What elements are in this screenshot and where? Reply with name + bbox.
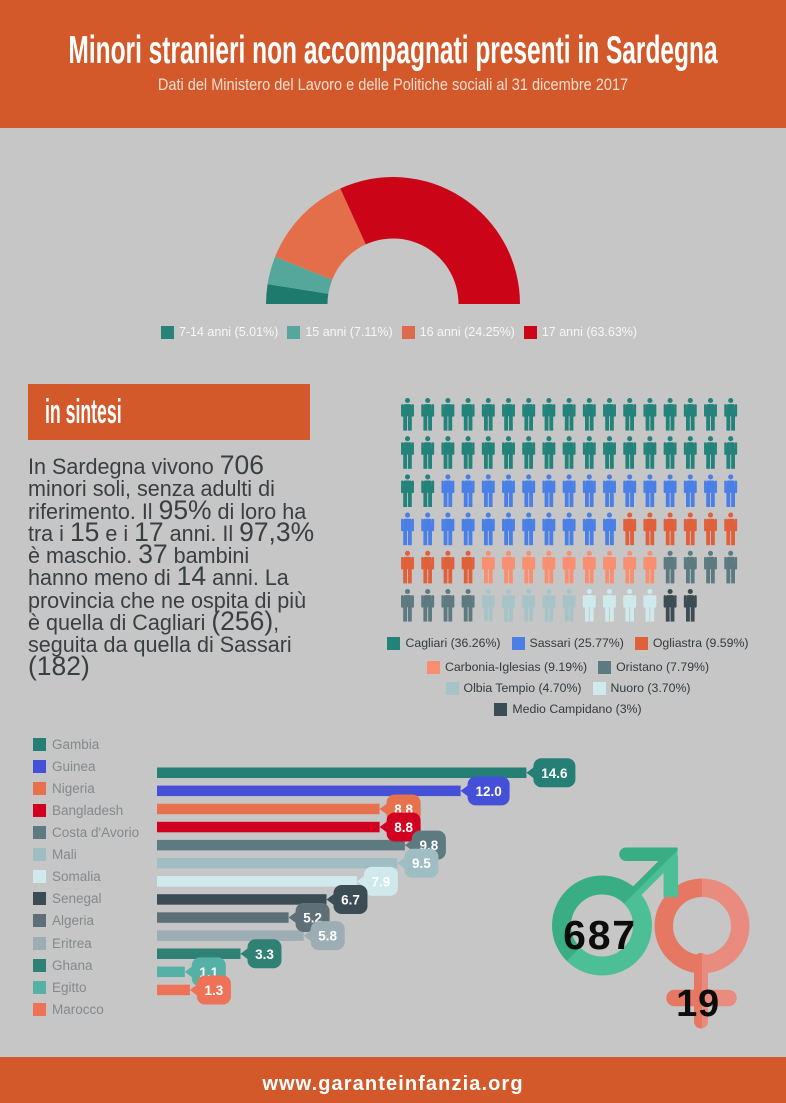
svg-text:9.5: 9.5 bbox=[412, 856, 431, 871]
svg-text:5.8: 5.8 bbox=[318, 929, 337, 944]
svg-text:12.0: 12.0 bbox=[475, 784, 501, 799]
svg-text:8.8: 8.8 bbox=[394, 820, 413, 835]
svg-text:6.7: 6.7 bbox=[341, 893, 360, 908]
svg-text:3.3: 3.3 bbox=[255, 947, 274, 962]
svg-text:1.3: 1.3 bbox=[205, 983, 224, 998]
svg-text:14.6: 14.6 bbox=[541, 766, 568, 781]
svg-text:7.9: 7.9 bbox=[372, 874, 391, 889]
